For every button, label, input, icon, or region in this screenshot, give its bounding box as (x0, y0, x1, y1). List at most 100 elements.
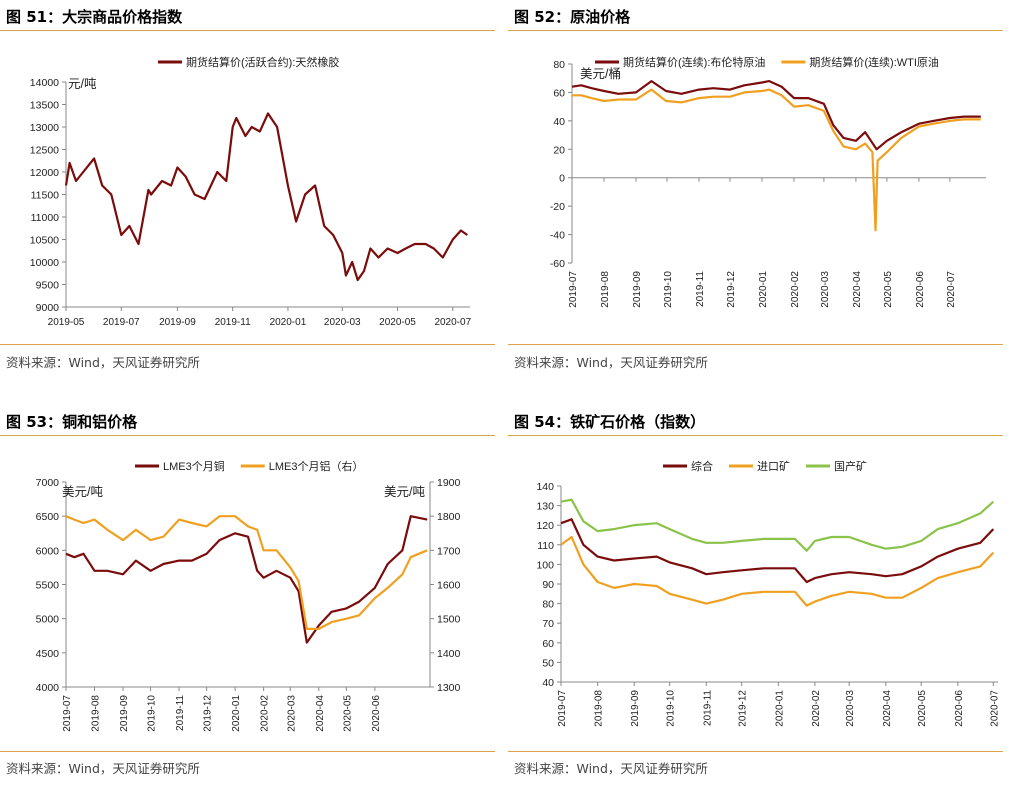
y-tick-label: 4000 (36, 682, 60, 694)
x-tick-label: 2020-02 (260, 695, 271, 732)
source-note: 资料来源：Wind，天风证券研究所 (6, 761, 200, 776)
x-tick-label: 2020-01 (231, 695, 242, 732)
x-tick-label: 2020-06 (954, 690, 965, 727)
y-tick-label: 20 (553, 144, 565, 156)
y-tick-label: 13000 (30, 122, 59, 134)
y-tick-label: 6000 (36, 545, 60, 557)
legend-label-1: 综合 (691, 459, 713, 473)
y-tick-label: 12500 (30, 145, 59, 157)
x-tick-label: 2019-10 (147, 695, 158, 732)
x-tick-label: 2019-12 (738, 690, 749, 727)
panel-iron-ore: 图 54：铁矿石价格（指数） 40 50 60 70 80 90 100 110 120 130 1… (508, 405, 1003, 785)
source-note: 资料来源：Wind，天风证券研究所 (514, 761, 708, 776)
x-tick-label: 2020-06 (915, 271, 926, 308)
panel-title: 图 52：原油价格 (514, 8, 631, 26)
y-tick-label: 80 (542, 599, 554, 611)
y-right-tick-label: 1300 (437, 682, 461, 694)
source-rule (0, 344, 495, 345)
title-rule (0, 435, 495, 436)
x-tick-label: 2020-07 (989, 690, 1000, 727)
y-tick-label: 100 (536, 559, 554, 571)
x-tick-label: 2019-10 (663, 271, 674, 308)
x-tick-label: 2019-11 (702, 690, 713, 726)
x-tick-label: 2020-05 (917, 690, 928, 727)
x-tick-label: 2019-11 (695, 271, 706, 307)
series-line-2 (572, 88, 981, 232)
y-tick-label: 7000 (36, 477, 60, 489)
y-right-tick-label: 1600 (437, 580, 461, 592)
y-tick-label: 11500 (31, 190, 60, 202)
x-tick-label: 2019-12 (726, 271, 737, 308)
x-tick-label: 2020-04 (882, 690, 893, 727)
x-tick-label: 2019-09 (632, 271, 643, 308)
x-tick-label: 2020-04 (315, 695, 326, 732)
x-tick-label: 2019-08 (600, 271, 611, 308)
x-tick-label: 2019-11 (215, 317, 251, 328)
chart-copper-aluminum: 4000 4500 5000 5500 6000 6500 7000 1300 1400 1500… (36, 459, 461, 732)
y-tick-label: 12000 (30, 167, 59, 179)
x-tick-label: 2019-11 (175, 695, 186, 731)
y-tick-label: 60 (553, 87, 565, 99)
y-tick-label: 5000 (36, 614, 60, 626)
x-tick-label: 2019-09 (630, 690, 641, 727)
panel-copper-aluminum: 图 53：铜和铝价格 4000 4500 5000 5500 6000 6500 7000 1… (0, 405, 495, 785)
y-tick-label: 9500 (36, 280, 60, 292)
y-right-tick-label: 1800 (437, 511, 461, 523)
x-tick-label: 2019-07 (568, 271, 579, 308)
x-tick-label: 2020-02 (790, 271, 801, 308)
x-tick-label: 2020-01 (774, 690, 785, 727)
y-tick-label: 4500 (36, 648, 60, 660)
legend-label-2: 期货结算价(连续):WTI原油 (809, 55, 939, 69)
y-right-tick-label: 1700 (437, 545, 461, 557)
x-tick-label: 2020-03 (324, 317, 361, 328)
source-note: 资料来源：Wind，天风证券研究所 (514, 355, 708, 370)
y-right-tick-label: 1900 (437, 477, 461, 489)
y-tick-label: 6500 (36, 511, 60, 523)
y-tick-label: 5500 (36, 580, 60, 592)
y-tick-label: 11000 (31, 212, 60, 224)
y-tick-label: 14000 (30, 77, 59, 89)
y-tick-label: 110 (537, 540, 554, 552)
x-tick-label: 2019-09 (159, 317, 196, 328)
y-axis-unit-label: 美元/桶 (580, 66, 621, 81)
legend-label-1: LME3个月铜 (163, 459, 225, 473)
source-rule (508, 344, 1003, 345)
y-axis-unit-label: 元/吨 (68, 77, 97, 91)
x-tick-label: 2020-06 (371, 695, 382, 732)
chart-rubber: 9000 9500 10000 10500 11000 11500 12000 12500 13… (30, 55, 472, 328)
x-tick-label: 2020-01 (270, 317, 307, 328)
x-tick-label: 2019-07 (103, 317, 140, 328)
series-line-3 (560, 498, 995, 552)
series-line-2 (560, 535, 995, 607)
y-right-tick-label: 1500 (437, 614, 461, 626)
panel-title: 图 51：大宗商品价格指数 (6, 8, 183, 26)
y-tick-label: 80 (553, 59, 565, 71)
chart-crude-oil: -60 -40 -20 0 20 40 60 80 2019-07 2019-08 2019-09 2… (550, 55, 986, 308)
source-rule (0, 751, 495, 752)
x-tick-label: 2019-12 (203, 695, 214, 732)
y-tick-label: -40 (550, 230, 565, 242)
x-tick-label: 2019-09 (119, 695, 130, 732)
y-tick-label: 10500 (30, 235, 59, 247)
legend-label-1: 期货结算价(活跃合约):天然橡胶 (186, 55, 339, 69)
panel-rubber: 图 51：大宗商品价格指数 9000 9500 10000 10500 11000 115… (0, 0, 495, 380)
y-tick-label: 70 (542, 618, 554, 630)
y-tick-label: 50 (542, 657, 554, 669)
y-tick-label: 0 (559, 173, 565, 185)
y-tick-label: 40 (553, 116, 565, 128)
panel-title: 图 54：铁矿石价格（指数） (514, 413, 706, 431)
title-rule (0, 30, 495, 31)
x-tick-label: 2020-05 (342, 695, 353, 732)
series-line-1 (560, 518, 995, 584)
y-right-tick-label: 1400 (437, 648, 461, 660)
y-tick-label: 130 (536, 501, 554, 513)
x-tick-label: 2020-07 (946, 271, 957, 308)
panel-title: 图 53：铜和铝价格 (6, 413, 138, 431)
source-rule (508, 751, 1003, 752)
y-tick-label: -20 (550, 201, 565, 213)
series-line-1 (64, 112, 468, 282)
y-tick-label: 13500 (30, 100, 59, 112)
y-tick-label: -60 (550, 258, 565, 270)
series-line-1 (65, 515, 428, 644)
y-tick-label: 40 (542, 677, 554, 689)
